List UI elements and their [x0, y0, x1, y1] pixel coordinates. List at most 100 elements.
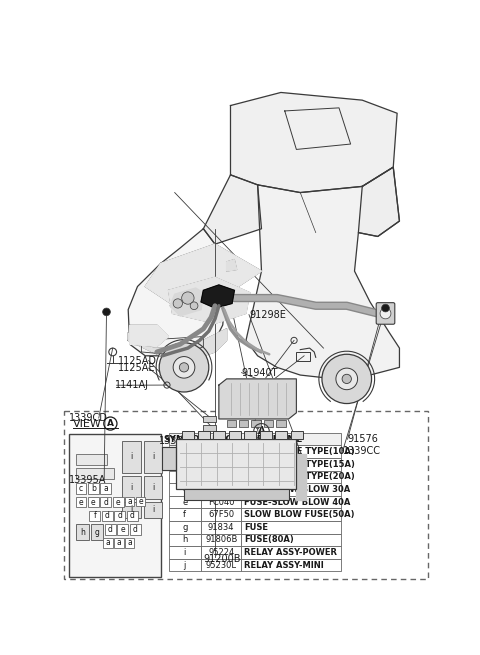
Text: 91837: 91837 — [208, 472, 235, 481]
FancyBboxPatch shape — [204, 416, 216, 422]
FancyBboxPatch shape — [88, 496, 99, 508]
Text: i: i — [130, 483, 132, 492]
FancyBboxPatch shape — [122, 441, 141, 473]
Text: d: d — [133, 525, 138, 534]
FancyBboxPatch shape — [168, 470, 201, 483]
Text: e: e — [116, 498, 120, 506]
FancyBboxPatch shape — [168, 559, 201, 571]
Text: a: a — [106, 538, 110, 548]
Text: i: i — [152, 505, 154, 514]
Text: A: A — [258, 426, 265, 436]
Text: d: d — [103, 498, 108, 506]
FancyBboxPatch shape — [201, 534, 241, 546]
Text: c: c — [182, 472, 187, 481]
Text: a: a — [182, 447, 187, 456]
FancyBboxPatch shape — [103, 538, 113, 548]
Text: a: a — [127, 538, 132, 548]
Text: RELAY ASSY-POWER: RELAY ASSY-POWER — [244, 548, 337, 557]
Polygon shape — [227, 259, 237, 271]
Circle shape — [159, 343, 209, 392]
FancyBboxPatch shape — [201, 496, 241, 508]
Text: 1141AE: 1141AE — [240, 407, 277, 417]
FancyBboxPatch shape — [75, 496, 86, 508]
FancyBboxPatch shape — [168, 433, 201, 445]
FancyBboxPatch shape — [204, 425, 216, 431]
Text: FUSE-SLOW BLOW 30A: FUSE-SLOW BLOW 30A — [244, 485, 351, 494]
FancyBboxPatch shape — [201, 433, 241, 445]
Text: PART NAME: PART NAME — [244, 435, 303, 443]
Text: b: b — [91, 484, 96, 493]
FancyBboxPatch shape — [241, 546, 340, 559]
Polygon shape — [201, 285, 234, 308]
FancyBboxPatch shape — [117, 525, 128, 535]
FancyBboxPatch shape — [144, 502, 162, 517]
Text: FG030: FG030 — [207, 485, 235, 494]
Polygon shape — [145, 244, 262, 310]
FancyBboxPatch shape — [241, 521, 340, 534]
Polygon shape — [246, 167, 399, 379]
Text: 95230L: 95230L — [206, 561, 237, 570]
Text: 91940T: 91940T — [241, 367, 278, 378]
Polygon shape — [130, 325, 168, 346]
FancyBboxPatch shape — [241, 483, 340, 496]
Text: RELAY ASSY-MINI: RELAY ASSY-MINI — [244, 561, 324, 570]
FancyBboxPatch shape — [168, 496, 201, 508]
FancyBboxPatch shape — [214, 431, 225, 439]
Text: f: f — [183, 510, 186, 519]
Circle shape — [382, 304, 389, 312]
Text: FUSE-BLADE TYPE(20A): FUSE-BLADE TYPE(20A) — [244, 472, 355, 481]
FancyBboxPatch shape — [241, 534, 340, 546]
Text: VIEW: VIEW — [73, 419, 102, 428]
Circle shape — [322, 354, 372, 403]
FancyBboxPatch shape — [168, 508, 201, 521]
Text: FUSE: FUSE — [244, 523, 268, 532]
FancyBboxPatch shape — [260, 431, 272, 439]
Text: 91835C: 91835C — [205, 447, 238, 456]
Circle shape — [181, 292, 194, 304]
FancyBboxPatch shape — [136, 496, 145, 506]
Text: d: d — [108, 525, 113, 534]
Circle shape — [342, 374, 351, 384]
FancyBboxPatch shape — [229, 431, 240, 439]
FancyBboxPatch shape — [168, 445, 201, 458]
FancyBboxPatch shape — [244, 431, 256, 439]
Text: i: i — [183, 548, 186, 557]
Text: a: a — [103, 484, 108, 493]
Text: d: d — [182, 485, 188, 494]
FancyBboxPatch shape — [113, 496, 123, 508]
Text: e: e — [138, 497, 143, 506]
FancyBboxPatch shape — [241, 470, 340, 483]
Text: 13395A: 13395A — [69, 475, 107, 485]
Polygon shape — [162, 447, 176, 470]
FancyBboxPatch shape — [122, 476, 141, 499]
Text: PNC: PNC — [211, 435, 232, 443]
Text: FC040: FC040 — [208, 498, 234, 506]
FancyBboxPatch shape — [201, 458, 241, 470]
FancyBboxPatch shape — [252, 421, 261, 426]
Polygon shape — [128, 329, 227, 360]
FancyBboxPatch shape — [201, 559, 241, 571]
Text: 91931D: 91931D — [245, 396, 284, 406]
Polygon shape — [219, 379, 296, 419]
FancyBboxPatch shape — [144, 441, 162, 473]
FancyBboxPatch shape — [69, 434, 161, 577]
FancyBboxPatch shape — [125, 538, 134, 548]
Circle shape — [173, 299, 182, 308]
FancyBboxPatch shape — [227, 421, 236, 426]
Text: i: i — [130, 505, 132, 514]
Text: g: g — [182, 523, 188, 532]
FancyBboxPatch shape — [201, 546, 241, 559]
FancyBboxPatch shape — [168, 483, 201, 496]
FancyBboxPatch shape — [114, 538, 123, 548]
Text: FUSE-BLADE TYPE(10A): FUSE-BLADE TYPE(10A) — [244, 447, 355, 456]
FancyBboxPatch shape — [241, 508, 340, 521]
Text: 1141AJ: 1141AJ — [115, 381, 149, 390]
FancyBboxPatch shape — [241, 445, 340, 458]
FancyBboxPatch shape — [89, 510, 100, 521]
Text: f: f — [94, 512, 96, 521]
FancyBboxPatch shape — [75, 455, 107, 465]
FancyBboxPatch shape — [182, 431, 194, 439]
Circle shape — [336, 368, 358, 390]
Text: d: d — [105, 512, 110, 521]
Text: FUSE(80A): FUSE(80A) — [244, 535, 294, 544]
